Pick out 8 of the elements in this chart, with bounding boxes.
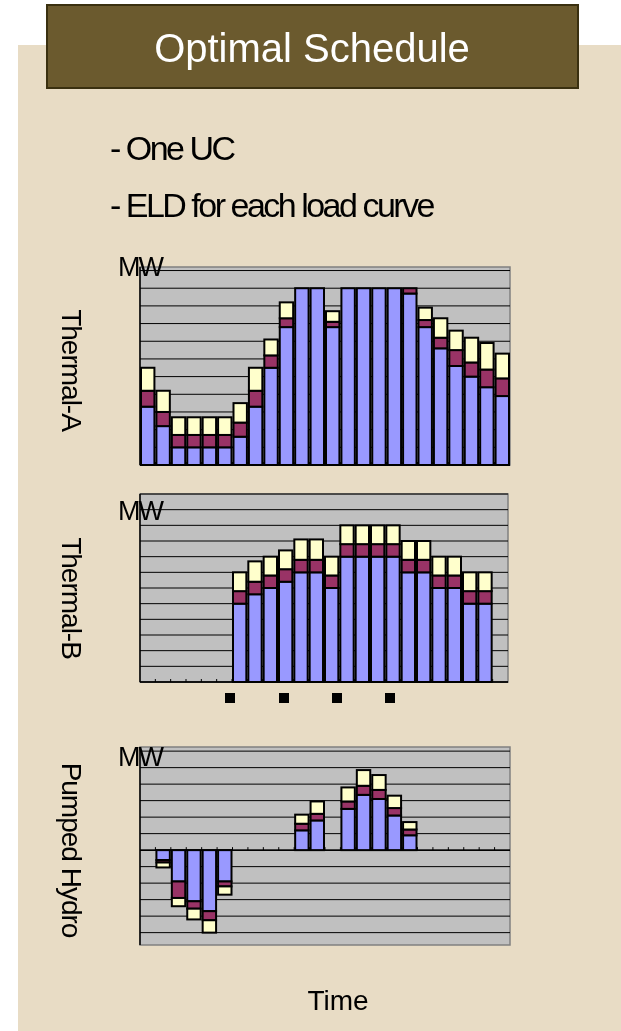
text: - One UC bbox=[110, 129, 236, 167]
chart-title: Optimal Schedule bbox=[154, 26, 470, 70]
y-axis-title: Pumped Hydro bbox=[56, 762, 87, 938]
x-axis-title: Time bbox=[307, 985, 369, 1016]
text: MW bbox=[118, 252, 165, 282]
y-axis-title: Thermal-A bbox=[56, 309, 87, 433]
text: - ELD for each load curve bbox=[110, 186, 435, 224]
y-axis-title: Thermal-B bbox=[56, 537, 87, 660]
